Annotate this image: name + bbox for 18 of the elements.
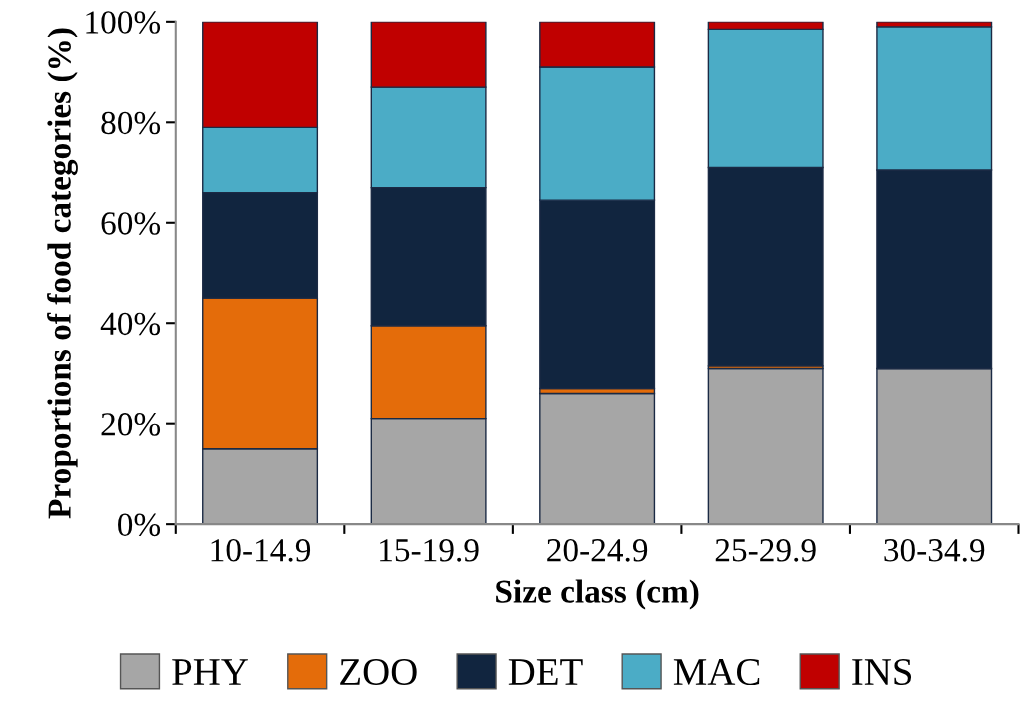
- x-axis-title: Size class (cm): [496, 579, 699, 610]
- x-tick-label: 25-29.9: [715, 539, 816, 562]
- legend-label: MAC: [673, 658, 760, 686]
- y-tick-label: 80%: [101, 111, 161, 135]
- x-tick-label: 30-34.9: [884, 539, 985, 562]
- y-tick-label: 100%: [86, 11, 161, 34]
- x-tick-label: 10-14.9: [211, 539, 311, 562]
- legend-label: ZOO: [340, 658, 417, 686]
- y-tick-label: 20%: [101, 413, 161, 436]
- y-axis-title: Proportions of food categories (%): [47, 28, 78, 519]
- x-tick-label: 15-19.9: [380, 539, 479, 562]
- y-tick-label: 0%: [118, 513, 161, 537]
- y-tick-label: 60%: [101, 212, 161, 235]
- legend-label: INS: [852, 658, 912, 686]
- legend-label: DET: [508, 659, 583, 685]
- x-tick-label: 20-24.9: [547, 539, 648, 562]
- y-tick-label: 40%: [100, 312, 161, 336]
- legend-label: PHY: [172, 659, 248, 685]
